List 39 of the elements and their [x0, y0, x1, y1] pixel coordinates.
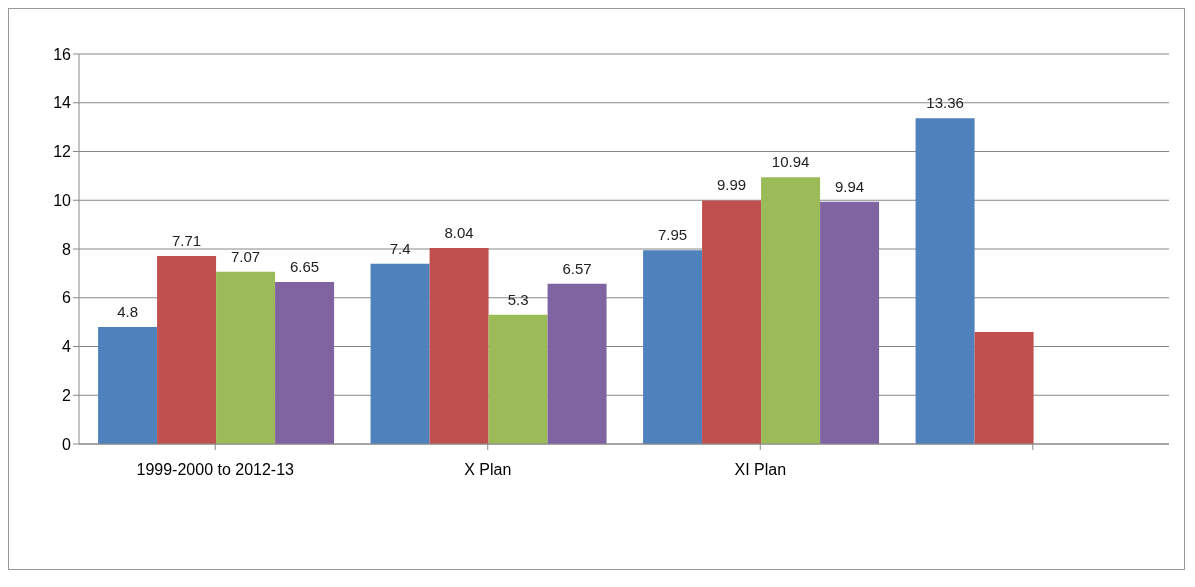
bar: [488, 314, 548, 444]
data-label: 7.95: [657, 226, 688, 244]
y-tick-label: 6: [62, 289, 72, 307]
y-tick-label: 12: [53, 143, 72, 161]
y-tick-label: 8: [62, 240, 72, 258]
y-tick-label: 10: [53, 191, 72, 209]
data-label: 4.8: [117, 303, 138, 320]
bar: [275, 281, 335, 444]
y-tick-label: 14: [53, 94, 72, 112]
y-tick-label: 2: [62, 386, 72, 404]
data-label: 10.94: [771, 153, 810, 171]
data-label: 7.07: [230, 247, 261, 265]
y-tick-label: 16: [53, 45, 72, 63]
bar: [820, 201, 880, 444]
bar: [98, 327, 158, 444]
data-label: 7.71: [171, 232, 202, 250]
bar: [429, 248, 489, 444]
bar: [974, 331, 1034, 444]
data-label: 7.4: [389, 239, 411, 257]
data-label: 9.99: [716, 176, 747, 194]
bar: [157, 256, 217, 444]
y-tick-label: 0: [62, 435, 72, 453]
bar: [643, 250, 703, 444]
bar: [370, 263, 430, 444]
y-tick-label: 4: [62, 338, 72, 356]
x-tick-label: 1999-2000 to 2012-13: [136, 461, 295, 479]
bar: [915, 118, 975, 444]
bar: [547, 283, 607, 444]
data-label: 8.04: [444, 224, 474, 242]
data-label: 6.57: [562, 259, 592, 277]
bar: [702, 200, 762, 444]
x-tick-label: XI Plan: [734, 461, 787, 479]
bar: [761, 177, 821, 444]
data-label: 13.36: [926, 94, 964, 112]
data-label: 5.3: [507, 290, 529, 308]
bar: [216, 271, 276, 444]
data-label: 9.94: [834, 177, 865, 195]
x-tick-label: X Plan: [464, 461, 512, 479]
data-label: 6.65: [289, 257, 320, 275]
